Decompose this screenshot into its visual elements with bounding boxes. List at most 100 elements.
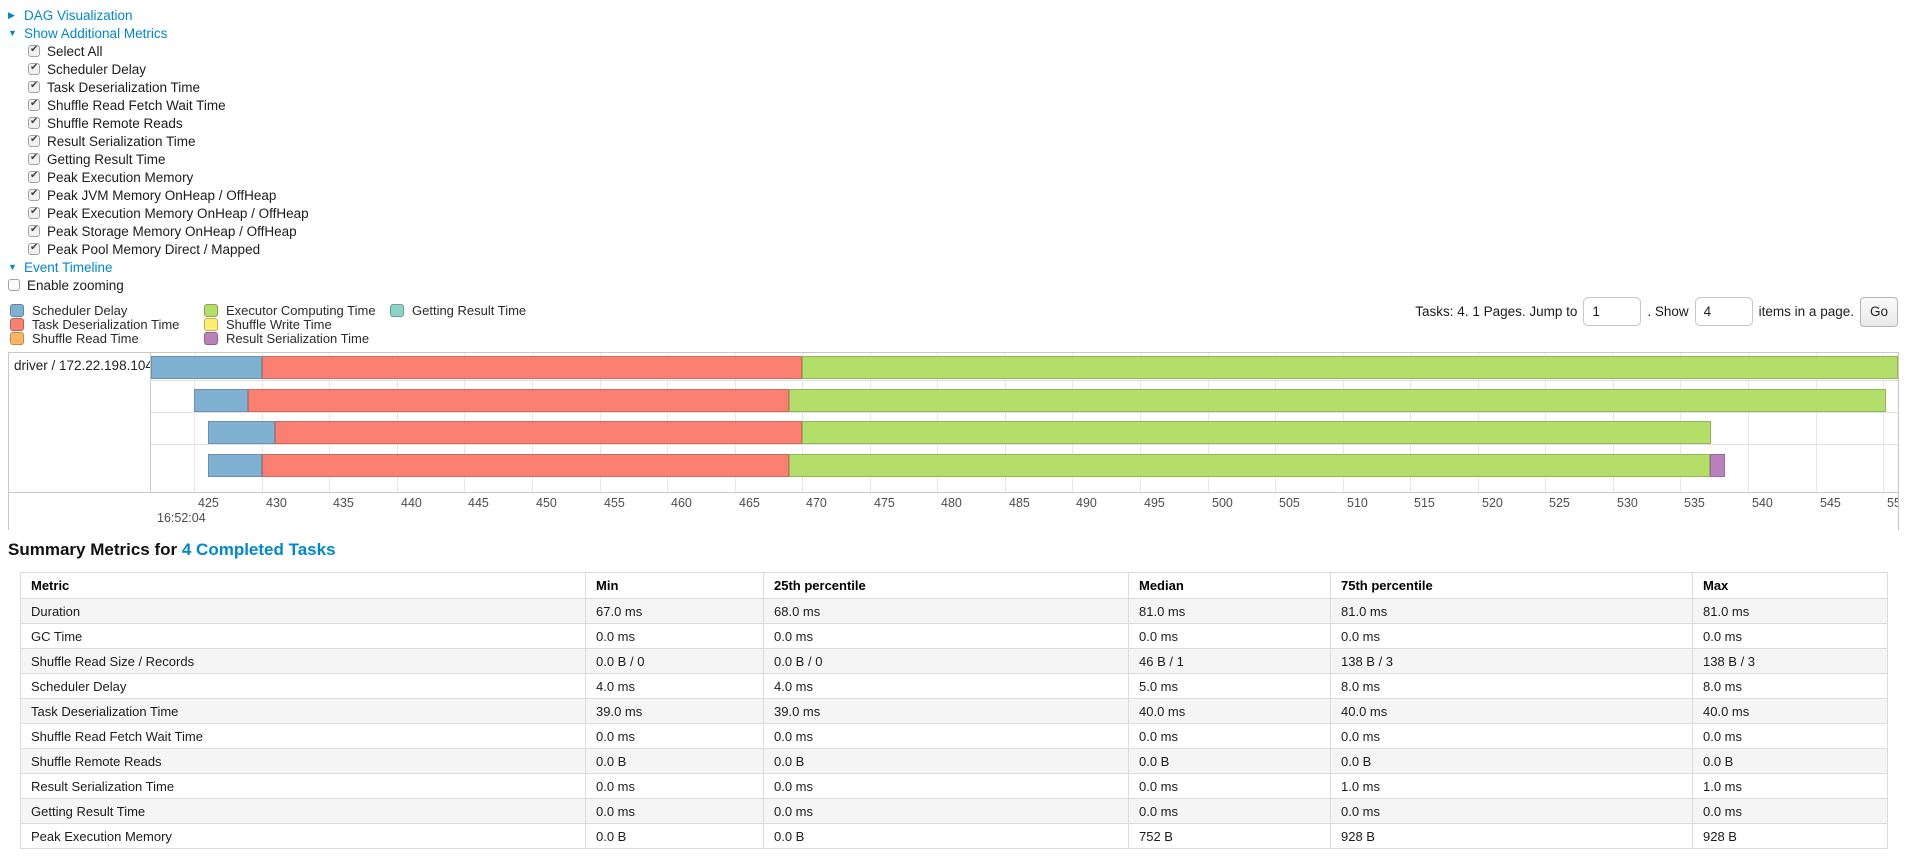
task-bar-executor-computing[interactable] xyxy=(802,356,1898,379)
table-cell: 81.0 ms xyxy=(1330,598,1693,624)
table-cell: 138 B / 3 xyxy=(1330,648,1693,674)
metric-checkbox-label: Shuffle Read Fetch Wait Time xyxy=(47,97,226,113)
event-timeline-label: Event Timeline xyxy=(24,259,113,275)
metric-option-row: Peak Execution Memory xyxy=(8,168,309,186)
axis-tick-label: 440 xyxy=(401,496,422,510)
task-bar-scheduler-delay[interactable] xyxy=(207,454,262,477)
task-bar-scheduler-delay[interactable] xyxy=(151,356,262,379)
table-cell: 0.0 ms xyxy=(1128,623,1331,649)
table-cell: 0.0 B xyxy=(1128,748,1331,774)
table-cell: Duration xyxy=(20,598,586,624)
legend-swatch-icon xyxy=(390,303,404,317)
enable-zooming-checkbox[interactable] xyxy=(8,279,20,291)
axis-tick-label: 520 xyxy=(1482,496,1503,510)
table-cell: 138 B / 3 xyxy=(1692,648,1888,674)
axis-tick-label: 485 xyxy=(1009,496,1030,510)
metric-checkbox-label: Peak Storage Memory OnHeap / OffHeap xyxy=(47,223,297,239)
table-cell: 40.0 ms xyxy=(1330,698,1693,724)
table-header-cell: Min xyxy=(585,572,764,599)
task-bar-executor-computing[interactable] xyxy=(788,454,1711,477)
table-cell: 0.0 ms xyxy=(1128,773,1331,799)
table-header-cell: Metric xyxy=(20,572,586,599)
metric-checkbox[interactable] xyxy=(28,116,40,129)
metric-checkbox[interactable] xyxy=(28,170,40,183)
metric-checkbox[interactable] xyxy=(28,188,40,201)
axis-tick-label: 495 xyxy=(1144,496,1165,510)
task-bar-task-deserialization[interactable] xyxy=(248,389,789,412)
table-row: Duration 67.0 ms 68.0 ms 81.0 ms 81.0 ms 81.0… xyxy=(20,598,1888,624)
show-additional-metrics-toggle[interactable]: ▼ Show Additional Metrics xyxy=(8,26,167,41)
table-row: Getting Result Time 0.0 ms 0.0 ms 0.0 ms 0.0… xyxy=(20,798,1888,824)
table-cell: 81.0 ms xyxy=(1692,598,1888,624)
axis-tick-label: 540 xyxy=(1752,496,1773,510)
pagination-items-text: items in a page. xyxy=(1758,304,1854,319)
table-cell: 0.0 ms xyxy=(1128,723,1331,749)
task-bar-executor-computing[interactable] xyxy=(788,389,1886,412)
table-cell: 752 B xyxy=(1128,823,1331,849)
task-bar-scheduler-delay[interactable] xyxy=(207,421,276,444)
task-bar-executor-computing[interactable] xyxy=(802,421,1712,444)
event-timeline-toggle[interactable]: ▼ Event Timeline xyxy=(8,260,113,275)
table-cell: 0.0 ms xyxy=(1692,798,1888,824)
metric-option-row: Peak JVM Memory OnHeap / OffHeap xyxy=(8,186,309,204)
table-row: GC Time 0.0 ms 0.0 ms 0.0 ms 0.0 ms 0.0 ms xyxy=(20,623,1888,649)
axis-tick-label: 515 xyxy=(1414,496,1435,510)
table-cell: 0.0 ms xyxy=(763,798,1129,824)
timeline-canvas[interactable] xyxy=(151,353,1898,492)
legend-column: Scheduler Delay Task Deserialization Time… xyxy=(10,303,180,346)
metric-checkbox[interactable] xyxy=(28,152,40,165)
axis-gridline xyxy=(1816,353,1817,492)
legend-item: Shuffle Read Time xyxy=(10,331,179,346)
axis-tick-label: 530 xyxy=(1617,496,1638,510)
table-cell: Task Deserialization Time xyxy=(20,698,586,724)
axis-tick-label: 510 xyxy=(1347,496,1368,510)
metric-checkbox[interactable] xyxy=(28,224,40,237)
table-cell: 0.0 ms xyxy=(585,623,764,649)
metric-option-row: Task Deserialization Time xyxy=(8,78,309,96)
timeline-row-separator xyxy=(151,412,1898,413)
table-cell: 0.0 ms xyxy=(1330,798,1693,824)
task-bar-task-deserialization[interactable] xyxy=(261,454,789,477)
legend-label: Getting Result Time xyxy=(412,302,527,318)
table-cell: 0.0 B / 0 xyxy=(763,648,1129,674)
table-body: Duration 67.0 ms 68.0 ms 81.0 ms 81.0 ms 81.0… xyxy=(20,598,1888,849)
metric-checkbox-label: Peak JVM Memory OnHeap / OffHeap xyxy=(47,187,277,203)
table-row: Result Serialization Time 0.0 ms 0.0 ms 0.0… xyxy=(20,773,1888,799)
table-cell: 0.0 ms xyxy=(763,623,1129,649)
chevron-down-icon: ▼ xyxy=(8,262,17,272)
legend-label: Task Deserialization Time xyxy=(32,316,180,332)
metric-checkbox[interactable] xyxy=(28,206,40,219)
axis-major-label: 16:52:04 xyxy=(157,511,206,525)
task-pagination: Tasks: 4. 1 Pages. Jump to . Show items … xyxy=(1415,296,1898,327)
metric-option-row: Getting Result Time xyxy=(8,150,309,168)
axis-tick-label: 480 xyxy=(941,496,962,510)
table-cell: Scheduler Delay xyxy=(20,673,586,699)
metric-option-row: Result Serialization Time xyxy=(8,132,309,150)
legend-swatch-icon xyxy=(204,317,218,331)
completed-tasks-link[interactable]: 4 Completed Tasks xyxy=(181,540,336,559)
axis-tick-label: 435 xyxy=(333,496,354,510)
task-bar-result-serialization[interactable] xyxy=(1710,454,1726,477)
items-per-page-input[interactable] xyxy=(1694,297,1753,326)
metric-checkbox[interactable] xyxy=(28,44,40,57)
metric-checkbox[interactable] xyxy=(28,134,40,147)
table-row: Task Deserialization Time 39.0 ms 39.0 ms 4… xyxy=(20,698,1888,724)
metric-checkbox-label: Getting Result Time xyxy=(47,151,166,167)
go-button[interactable]: Go xyxy=(1859,296,1898,327)
task-bar-scheduler-delay[interactable] xyxy=(194,389,249,412)
metric-checkbox[interactable] xyxy=(28,98,40,111)
axis-tick-label: 470 xyxy=(806,496,827,510)
metric-checkbox[interactable] xyxy=(28,242,40,255)
task-bar-task-deserialization[interactable] xyxy=(275,421,803,444)
task-bar-task-deserialization[interactable] xyxy=(261,356,803,379)
timeline-row-separator xyxy=(151,444,1898,445)
jump-to-page-input[interactable] xyxy=(1583,297,1642,326)
table-cell: Shuffle Read Fetch Wait Time xyxy=(20,723,586,749)
metric-option-row: Peak Storage Memory OnHeap / OffHeap xyxy=(8,222,309,240)
metric-checkbox[interactable] xyxy=(28,80,40,93)
metric-checkbox[interactable] xyxy=(28,62,40,75)
legend-swatch-icon xyxy=(204,303,218,317)
legend-item: Result Serialization Time xyxy=(204,331,376,346)
dag-visualization-toggle[interactable]: ▶ DAG Visualization xyxy=(8,8,133,23)
table-cell: 4.0 ms xyxy=(763,673,1129,699)
